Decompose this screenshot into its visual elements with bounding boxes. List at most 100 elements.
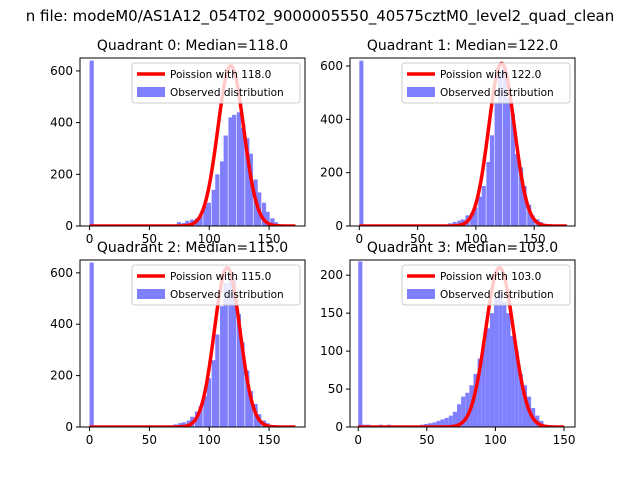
histogram-bar: [428, 423, 433, 427]
histogram-bar: [240, 342, 245, 427]
histogram-bar: [261, 202, 267, 226]
histogram-bar: [220, 306, 225, 427]
subplot-title: Quadrant 3: Median=103.0: [367, 240, 558, 256]
plot-area: [357, 261, 566, 427]
histogram-bar: [522, 186, 527, 226]
legend-label-observed: Observed distribution: [440, 289, 554, 301]
x-tick-label: 50: [142, 433, 157, 447]
histogram-bar: [206, 202, 212, 226]
histogram-bar: [530, 215, 535, 226]
histogram-bar: [473, 373, 478, 427]
histogram-bar: [236, 313, 241, 427]
histogram-bar: [519, 167, 524, 226]
subplot-grid: 0 50 100 150 0 200 400 600 Poission with 118.0 Ob…: [50, 38, 576, 447]
histogram-bar: [228, 117, 233, 226]
histogram-bar: [448, 415, 453, 427]
legend-box: [131, 264, 301, 306]
histogram-bar: [481, 186, 486, 226]
y-tick-label: 600: [50, 266, 73, 280]
histogram-bar: [432, 422, 437, 427]
x-tick-label: 150: [553, 433, 576, 447]
histogram-bar: [211, 189, 216, 226]
histogram-bar: [457, 220, 462, 226]
legend-label-observed: Observed distribution: [170, 289, 284, 301]
histogram-bar: [478, 196, 483, 226]
poisson-fit-line: [88, 64, 297, 226]
poisson-fit-line: [88, 265, 297, 427]
legend: Poission with 122.0 Observed distribution: [401, 62, 571, 104]
histogram-bar: [457, 404, 462, 427]
histogram-bar: [461, 396, 466, 427]
histogram-bar: [89, 262, 94, 427]
histogram-bar: [440, 419, 445, 427]
y-tick-label: 200: [320, 166, 343, 180]
histogram-bar: [245, 370, 250, 427]
y-tick-label: 400: [50, 317, 73, 331]
histogram-bar: [231, 277, 237, 427]
legend: Poission with 115.0 Observed distribution: [131, 264, 301, 306]
subplot-quadrant-3: 0 50 100 150 0 50 100 150 200 Poission with 103.0…: [320, 240, 576, 447]
histogram-bar: [506, 313, 511, 427]
histogram-bar: [502, 66, 507, 226]
histogram-bar: [176, 222, 182, 226]
x-tick-label: 100: [484, 433, 507, 447]
y-tick-label: 150: [320, 306, 343, 320]
histogram-bar: [248, 391, 253, 427]
axes-frame: [349, 57, 576, 227]
histogram-bar: [489, 313, 495, 427]
subplot-title: Quadrant 2: Median=115.0: [97, 240, 288, 256]
y-tick-label: 200: [50, 167, 73, 181]
histogram-bar: [265, 211, 270, 226]
histogram-bar: [240, 127, 245, 226]
x-tick-label: 0: [86, 232, 94, 246]
subplot-quadrant-2: 0 50 100 150 0 200 400 600 Poission with 115.0 Ob…: [50, 240, 306, 447]
legend-box: [401, 264, 571, 306]
figure-suptitle: n file: modeM0/AS1A12_054T02_9000005550_…: [26, 7, 615, 26]
histogram-bar: [522, 385, 527, 427]
legend-label-fit: Poission with 115.0: [170, 271, 271, 283]
legend-patch-swatch: [137, 289, 165, 299]
histogram-bar: [465, 392, 470, 427]
histogram-bar: [485, 328, 490, 427]
x-tick-label: 150: [258, 433, 281, 447]
histogram-bar: [228, 272, 233, 427]
x-tick-label: 0: [356, 232, 364, 246]
legend-box: [401, 62, 571, 104]
y-tick-label: 200: [320, 268, 343, 282]
plot-area: [88, 60, 297, 226]
x-tick-label: 100: [198, 433, 221, 447]
x-tick-label: 150: [523, 232, 546, 246]
histogram-bar: [514, 154, 519, 226]
y-tick-label: 400: [320, 112, 343, 126]
plot-area: [88, 262, 297, 427]
y-tick-label: 100: [320, 344, 343, 358]
x-tick-label: 150: [258, 232, 281, 246]
y-tick-label: 600: [320, 59, 343, 73]
histogram-bar: [452, 222, 457, 226]
legend-label-observed: Observed distribution: [170, 87, 284, 99]
histogram-bar: [185, 220, 190, 226]
histogram-bar: [198, 215, 203, 226]
x-tick-label: 100: [464, 232, 487, 246]
y-tick-label: 0: [335, 219, 343, 233]
histogram-bar: [248, 153, 253, 226]
legend: Poission with 103.0 Observed distribution: [401, 264, 571, 306]
poisson-fit-line: [357, 265, 566, 427]
y-tick-label: 50: [328, 382, 343, 396]
histogram-bar: [203, 205, 208, 226]
histogram-bar: [89, 60, 94, 226]
histogram-bar: [494, 297, 499, 427]
histogram-bar: [494, 103, 499, 226]
legend-box: [131, 62, 301, 104]
histogram-bar: [498, 290, 503, 427]
poisson-fit-line: [358, 61, 569, 226]
legend-label-fit: Poission with 122.0: [440, 69, 541, 81]
histogram-bar: [236, 112, 241, 226]
histogram-bar: [486, 162, 491, 226]
y-tick-label: 400: [50, 116, 73, 130]
histogram-bar: [220, 161, 225, 226]
histogram-bar: [470, 212, 475, 226]
subplot-quadrant-0: 0 50 100 150 0 200 400 600 Poission with 118.0 Ob…: [50, 38, 306, 246]
histogram-bar: [245, 138, 250, 226]
